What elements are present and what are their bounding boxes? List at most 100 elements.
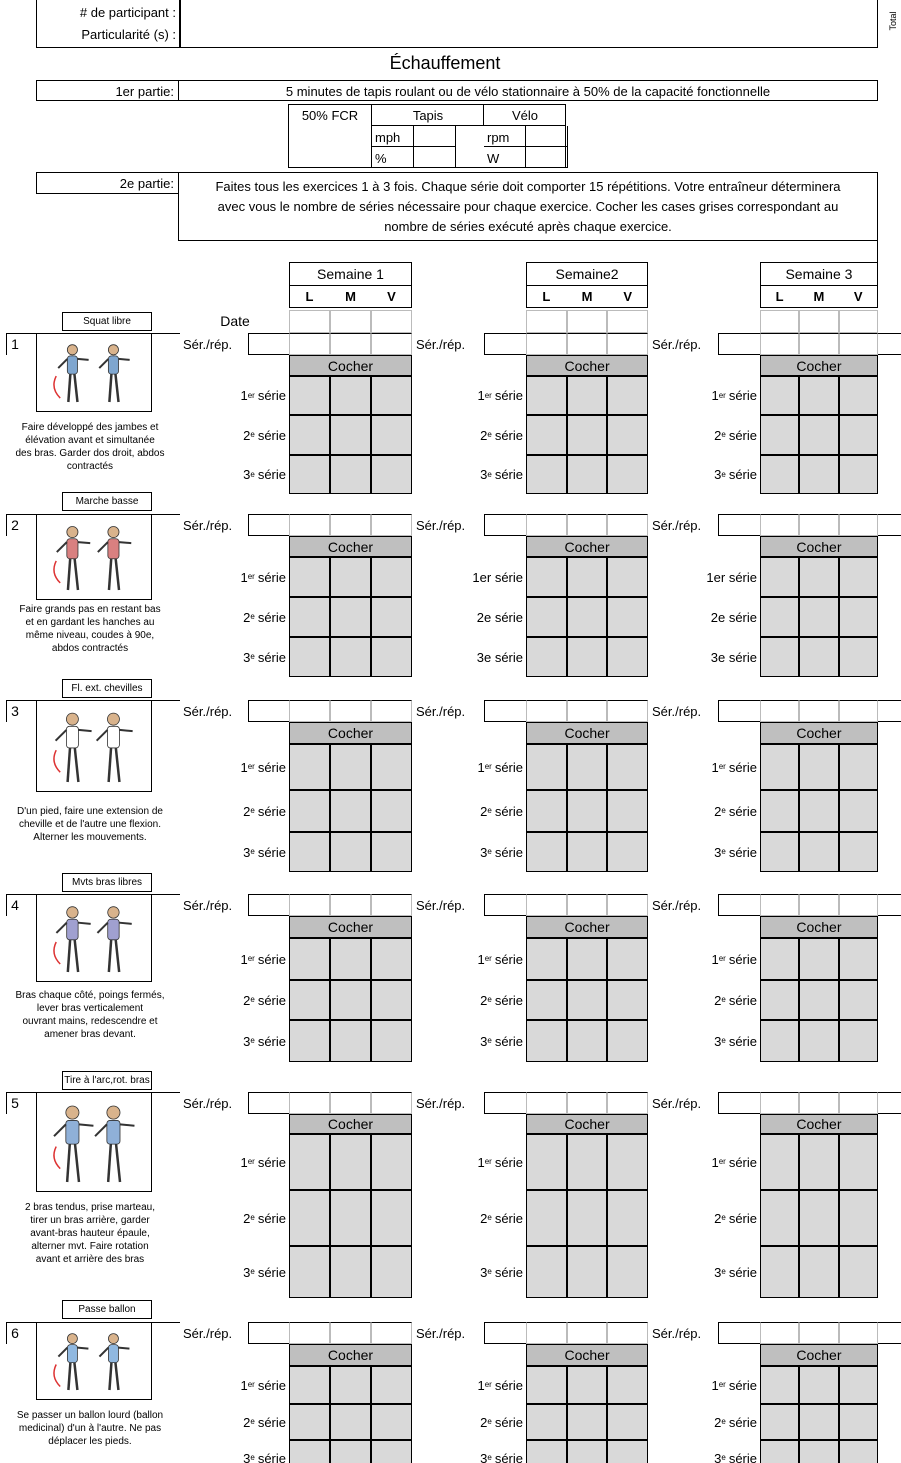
exercise-name: Squat libre: [62, 314, 152, 329]
check-cell: [760, 597, 799, 637]
ser-rep-cell: [526, 1092, 567, 1114]
check-cell: [289, 1190, 330, 1246]
series-label-part: e: [250, 1454, 254, 1462]
series-label-part: 1: [711, 1156, 718, 1169]
check-cell: [607, 637, 648, 677]
ser-rep-cell: [799, 1092, 838, 1114]
check-cell: [607, 1246, 648, 1298]
series-label-part: 3: [243, 1452, 250, 1463]
series-label-part: série: [258, 1266, 286, 1279]
check-cell: [760, 980, 799, 1020]
check-cell: [799, 597, 838, 637]
check-cell: [526, 980, 567, 1020]
series-label-part: 3: [714, 846, 721, 859]
series-label-part: e: [721, 471, 725, 479]
check-cell: [799, 415, 838, 455]
exercise-name: Marche basse: [62, 494, 152, 509]
check-cell: [330, 1134, 371, 1190]
check-cell: [567, 557, 608, 597]
series-label-part: série: [495, 846, 523, 859]
exercise-description: Faire développé des jambes et: [0, 422, 180, 434]
cocher-label: Cocher: [760, 918, 878, 936]
series-label-part: 2: [243, 611, 250, 624]
series-label-part: 1: [477, 1379, 484, 1392]
series-label: 1ersérie: [199, 387, 286, 405]
check-cell: [839, 597, 878, 637]
series-label-part: er: [248, 573, 255, 581]
check-cell: [567, 1190, 608, 1246]
check-cell: [839, 455, 878, 494]
ser-rep-cell: [799, 894, 838, 916]
check-cell: [607, 557, 648, 597]
check-cell: [607, 1134, 648, 1190]
check-cell: [799, 1404, 838, 1440]
series-label-part: série: [495, 1416, 523, 1429]
series-label-part: série: [258, 994, 286, 1007]
exercise-description: amener bras devant.: [0, 1029, 180, 1041]
ser-rep-cell: [567, 894, 608, 916]
exercise-name: Mvts bras libres: [62, 875, 152, 890]
check-cell: [371, 1134, 412, 1190]
check-cell: [839, 557, 878, 597]
check-cell: [607, 376, 648, 415]
check-cell: [799, 790, 838, 832]
check-cell: [799, 637, 838, 677]
ser-rep-cell: [371, 700, 412, 722]
ser-rep-box: [484, 1092, 526, 1114]
cocher-label: Cocher: [289, 724, 412, 742]
series-label-part: er: [719, 1381, 726, 1389]
series-label-part: série: [258, 805, 286, 818]
ser-rep-box: [718, 700, 760, 722]
check-cell: [607, 455, 648, 494]
check-cell: [526, 1134, 567, 1190]
series-label-part: série: [495, 1452, 523, 1463]
ser-rep-label: Sér./rép.: [416, 336, 476, 352]
check-cell: [799, 1134, 838, 1190]
series-label-part: série: [495, 1379, 523, 1392]
check-cell: [289, 637, 330, 677]
ser-rep-cell: [567, 700, 608, 722]
cocher-label: Cocher: [289, 1116, 412, 1132]
check-cell: [760, 1366, 799, 1404]
check-cell: [289, 832, 330, 872]
series-label-part: 1: [711, 761, 718, 774]
series-label-part: e: [721, 807, 725, 815]
exercise-number: 1: [8, 336, 22, 352]
series-label-part: e: [250, 1214, 254, 1222]
check-cell: [839, 1404, 878, 1440]
check-cell: [289, 376, 330, 415]
series-label-part: 3: [243, 846, 250, 859]
ser-rep-cell: [526, 1322, 567, 1344]
cocher-label: Cocher: [289, 1346, 412, 1364]
series-label-part: 3: [714, 1452, 721, 1463]
series-label-part: série: [495, 953, 523, 966]
check-cell: [839, 376, 878, 415]
check-cell: [760, 1404, 799, 1440]
warmup-unit: W: [487, 150, 525, 166]
series-label: 1ersérie: [670, 758, 757, 776]
ser-rep-cell: [839, 1092, 878, 1114]
ser-rep-cell: [607, 333, 648, 355]
series-label: 1ersérie: [436, 1153, 523, 1171]
ser-rep-cell: [526, 333, 567, 355]
title: Échauffement: [300, 52, 590, 74]
series-label: 2esérie: [199, 608, 286, 626]
cocher-label: Cocher: [526, 538, 648, 555]
day-label: L: [526, 288, 567, 305]
series-label-part: 2: [480, 805, 487, 818]
series-label-part: er: [485, 1381, 492, 1389]
check-cell: [567, 376, 608, 415]
check-cell: [760, 1020, 799, 1062]
check-cell: [760, 938, 799, 980]
exercise-description: Faire grands pas en restant bas: [0, 604, 180, 616]
series-label-part: série: [495, 1156, 523, 1169]
check-cell: [799, 455, 838, 494]
check-cell: [567, 938, 608, 980]
ser-rep-cell: [371, 894, 412, 916]
check-cell: [799, 744, 838, 790]
check-cell: [799, 980, 838, 1020]
exercise-description: ouvrant mains, redescendre et: [0, 1016, 180, 1028]
series-label-part: série: [258, 1379, 286, 1392]
series-label-part: 1: [477, 1156, 484, 1169]
day-label: M: [567, 288, 608, 305]
